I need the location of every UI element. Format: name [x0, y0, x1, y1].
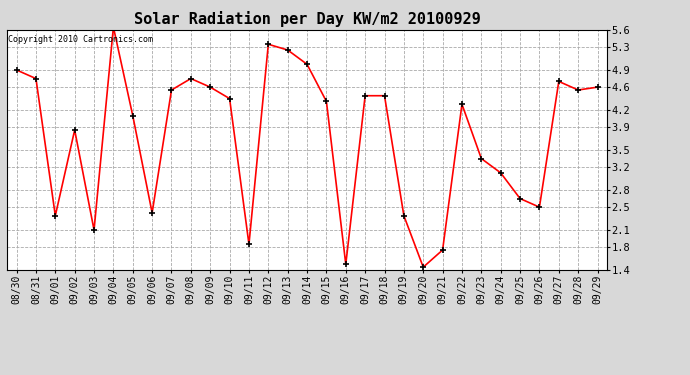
Title: Solar Radiation per Day KW/m2 20100929: Solar Radiation per Day KW/m2 20100929	[134, 12, 480, 27]
Text: Copyright 2010 Cartronics.com: Copyright 2010 Cartronics.com	[8, 35, 153, 44]
